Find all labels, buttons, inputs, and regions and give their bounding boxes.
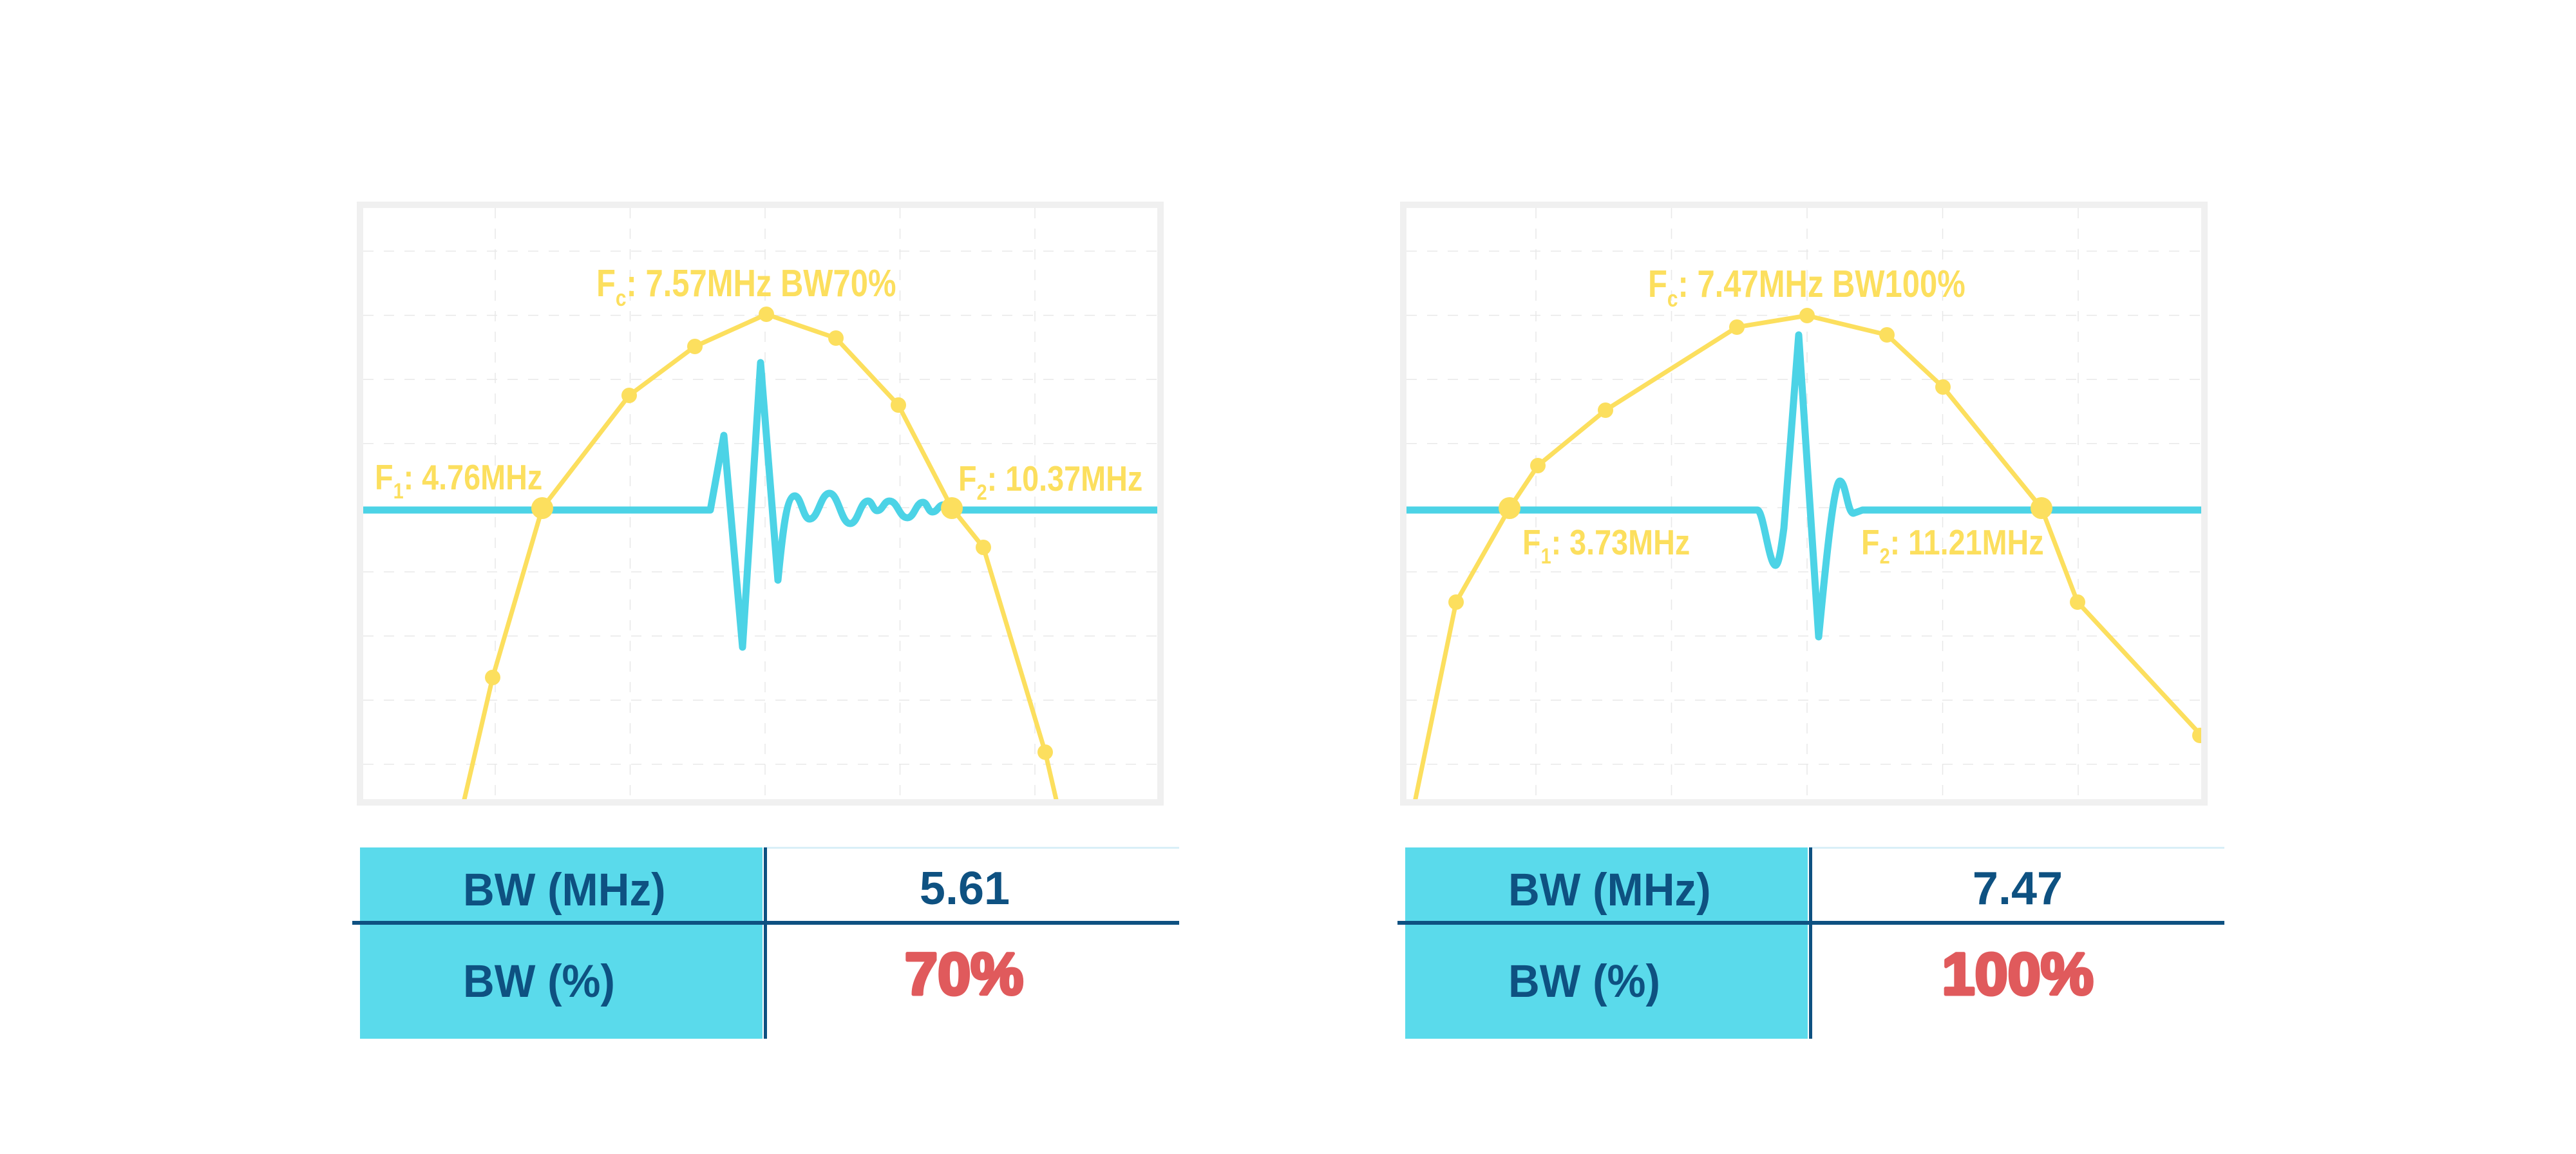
svg-text:F2: 10.37MHz: F2: 10.37MHz (958, 459, 1142, 504)
svg-text:BW (MHz): BW (MHz) (1508, 864, 1711, 915)
svg-text:BW (MHz): BW (MHz) (463, 864, 666, 915)
svg-text:Fc: 7.57MHz BW70%: Fc: 7.57MHz BW70% (596, 263, 896, 312)
svg-text:Fc: 7.47MHz BW100%: Fc: 7.47MHz BW100% (1648, 263, 1965, 312)
svg-text:F1: 4.76MHz: F1: 4.76MHz (375, 457, 542, 503)
svg-text:5.61: 5.61 (920, 863, 1010, 914)
svg-text:F1: 3.73MHz: F1: 3.73MHz (1522, 522, 1690, 568)
svg-text:100%: 100% (1942, 941, 2093, 1007)
svg-text:7.47: 7.47 (1973, 863, 2063, 914)
svg-text:BW (%): BW (%) (463, 955, 615, 1007)
svg-text:BW (%): BW (%) (1508, 955, 1660, 1007)
svg-text:F2: 11.21MHz: F2: 11.21MHz (1861, 522, 2044, 568)
svg-text:70%: 70% (905, 941, 1023, 1007)
